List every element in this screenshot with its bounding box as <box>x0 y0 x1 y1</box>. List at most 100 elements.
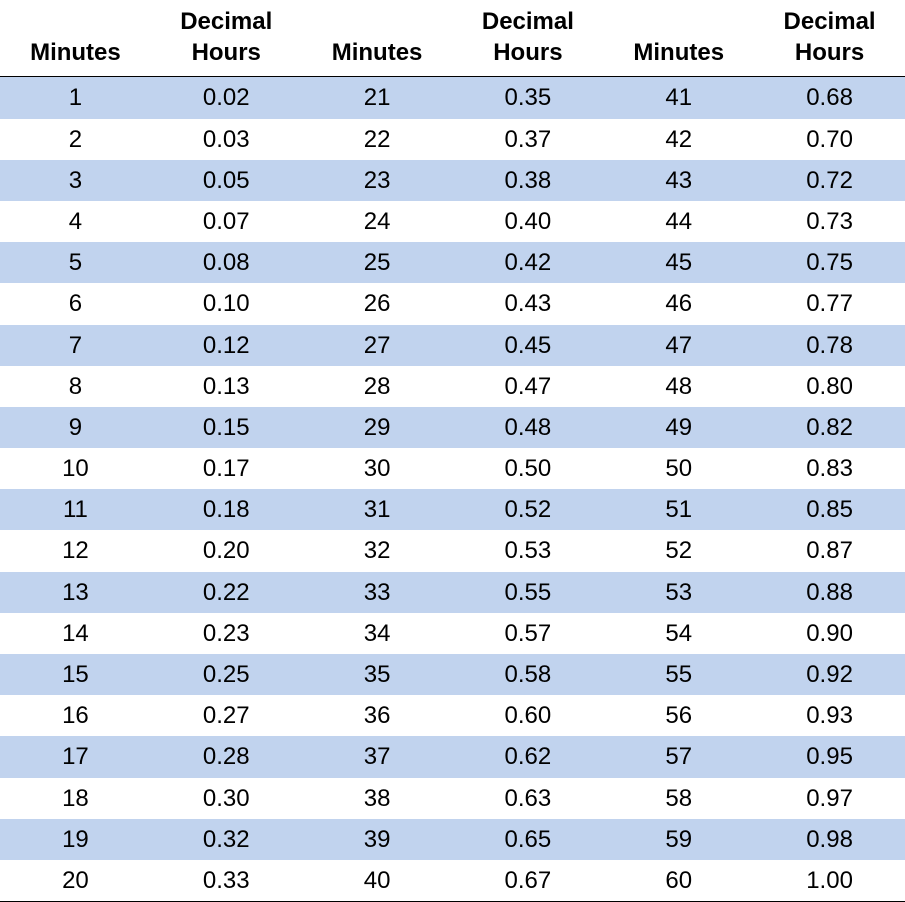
table-cell: 18 <box>0 778 151 819</box>
table-cell: 40 <box>302 860 453 902</box>
table-cell: 0.08 <box>151 242 302 283</box>
table-cell: 60 <box>603 860 754 902</box>
table-cell: 0.87 <box>754 530 905 571</box>
table-cell: 0.57 <box>452 613 603 654</box>
table-cell: 10 <box>0 448 151 489</box>
table-cell: 29 <box>302 407 453 448</box>
table-row: 190.32390.65590.98 <box>0 819 905 860</box>
table-cell: 0.98 <box>754 819 905 860</box>
table-cell: 0.72 <box>754 160 905 201</box>
table-cell: 34 <box>302 613 453 654</box>
table-row: 40.07240.40440.73 <box>0 201 905 242</box>
table-cell: 39 <box>302 819 453 860</box>
table-cell: 6 <box>0 283 151 324</box>
table-cell: 0.02 <box>151 77 302 119</box>
table-cell: 0.17 <box>151 448 302 489</box>
table-cell: 55 <box>603 654 754 695</box>
table-row: 180.30380.63580.97 <box>0 778 905 819</box>
col-header-0: Minutes <box>0 0 151 77</box>
col-header-3: DecimalHours <box>452 0 603 77</box>
table-cell: 0.80 <box>754 366 905 407</box>
table-cell: 0.65 <box>452 819 603 860</box>
table-cell: 0.07 <box>151 201 302 242</box>
conversion-table-wrapper: MinutesDecimalHoursMinutesDecimalHoursMi… <box>0 0 905 902</box>
table-cell: 0.83 <box>754 448 905 489</box>
table-cell: 0.25 <box>151 654 302 695</box>
table-cell: 0.47 <box>452 366 603 407</box>
table-cell: 0.88 <box>754 572 905 613</box>
table-row: 30.05230.38430.72 <box>0 160 905 201</box>
table-cell: 57 <box>603 736 754 777</box>
table-cell: 31 <box>302 489 453 530</box>
table-row: 90.15290.48490.82 <box>0 407 905 448</box>
table-cell: 0.38 <box>452 160 603 201</box>
table-cell: 36 <box>302 695 453 736</box>
table-cell: 4 <box>0 201 151 242</box>
table-cell: 0.62 <box>452 736 603 777</box>
table-cell: 0.60 <box>452 695 603 736</box>
table-cell: 41 <box>603 77 754 119</box>
table-cell: 12 <box>0 530 151 571</box>
table-row: 170.28370.62570.95 <box>0 736 905 777</box>
table-row: 70.12270.45470.78 <box>0 325 905 366</box>
table-cell: 0.50 <box>452 448 603 489</box>
table-cell: 14 <box>0 613 151 654</box>
table-cell: 43 <box>603 160 754 201</box>
table-cell: 0.63 <box>452 778 603 819</box>
table-cell: 7 <box>0 325 151 366</box>
table-cell: 3 <box>0 160 151 201</box>
table-cell: 0.23 <box>151 613 302 654</box>
table-cell: 54 <box>603 613 754 654</box>
table-cell: 46 <box>603 283 754 324</box>
table-cell: 49 <box>603 407 754 448</box>
table-cell: 19 <box>0 819 151 860</box>
table-cell: 0.73 <box>754 201 905 242</box>
table-cell: 0.77 <box>754 283 905 324</box>
table-cell: 33 <box>302 572 453 613</box>
conversion-table: MinutesDecimalHoursMinutesDecimalHoursMi… <box>0 0 905 902</box>
table-cell: 1.00 <box>754 860 905 902</box>
table-row: 50.08250.42450.75 <box>0 242 905 283</box>
table-cell: 0.78 <box>754 325 905 366</box>
table-header: MinutesDecimalHoursMinutesDecimalHoursMi… <box>0 0 905 77</box>
table-cell: 0.05 <box>151 160 302 201</box>
table-cell: 38 <box>302 778 453 819</box>
col-header-1: DecimalHours <box>151 0 302 77</box>
table-cell: 17 <box>0 736 151 777</box>
table-row: 120.20320.53520.87 <box>0 530 905 571</box>
table-cell: 25 <box>302 242 453 283</box>
table-row: 20.03220.37420.70 <box>0 119 905 160</box>
table-cell: 44 <box>603 201 754 242</box>
table-cell: 0.20 <box>151 530 302 571</box>
col-header-5: DecimalHours <box>754 0 905 77</box>
table-cell: 0.42 <box>452 242 603 283</box>
table-cell: 35 <box>302 654 453 695</box>
table-row: 80.13280.47480.80 <box>0 366 905 407</box>
table-cell: 23 <box>302 160 453 201</box>
table-cell: 0.53 <box>452 530 603 571</box>
table-row: 150.25350.58550.92 <box>0 654 905 695</box>
table-cell: 53 <box>603 572 754 613</box>
table-cell: 0.58 <box>452 654 603 695</box>
table-cell: 5 <box>0 242 151 283</box>
table-cell: 16 <box>0 695 151 736</box>
table-cell: 45 <box>603 242 754 283</box>
table-cell: 0.15 <box>151 407 302 448</box>
table-cell: 0.13 <box>151 366 302 407</box>
table-cell: 21 <box>302 77 453 119</box>
table-row: 110.18310.52510.85 <box>0 489 905 530</box>
table-cell: 37 <box>302 736 453 777</box>
table-cell: 58 <box>603 778 754 819</box>
table-row: 100.17300.50500.83 <box>0 448 905 489</box>
table-cell: 0.82 <box>754 407 905 448</box>
table-cell: 0.93 <box>754 695 905 736</box>
table-cell: 0.75 <box>754 242 905 283</box>
table-cell: 0.43 <box>452 283 603 324</box>
table-cell: 9 <box>0 407 151 448</box>
table-cell: 20 <box>0 860 151 902</box>
table-cell: 0.18 <box>151 489 302 530</box>
table-cell: 47 <box>603 325 754 366</box>
table-cell: 15 <box>0 654 151 695</box>
table-cell: 48 <box>603 366 754 407</box>
table-cell: 0.03 <box>151 119 302 160</box>
